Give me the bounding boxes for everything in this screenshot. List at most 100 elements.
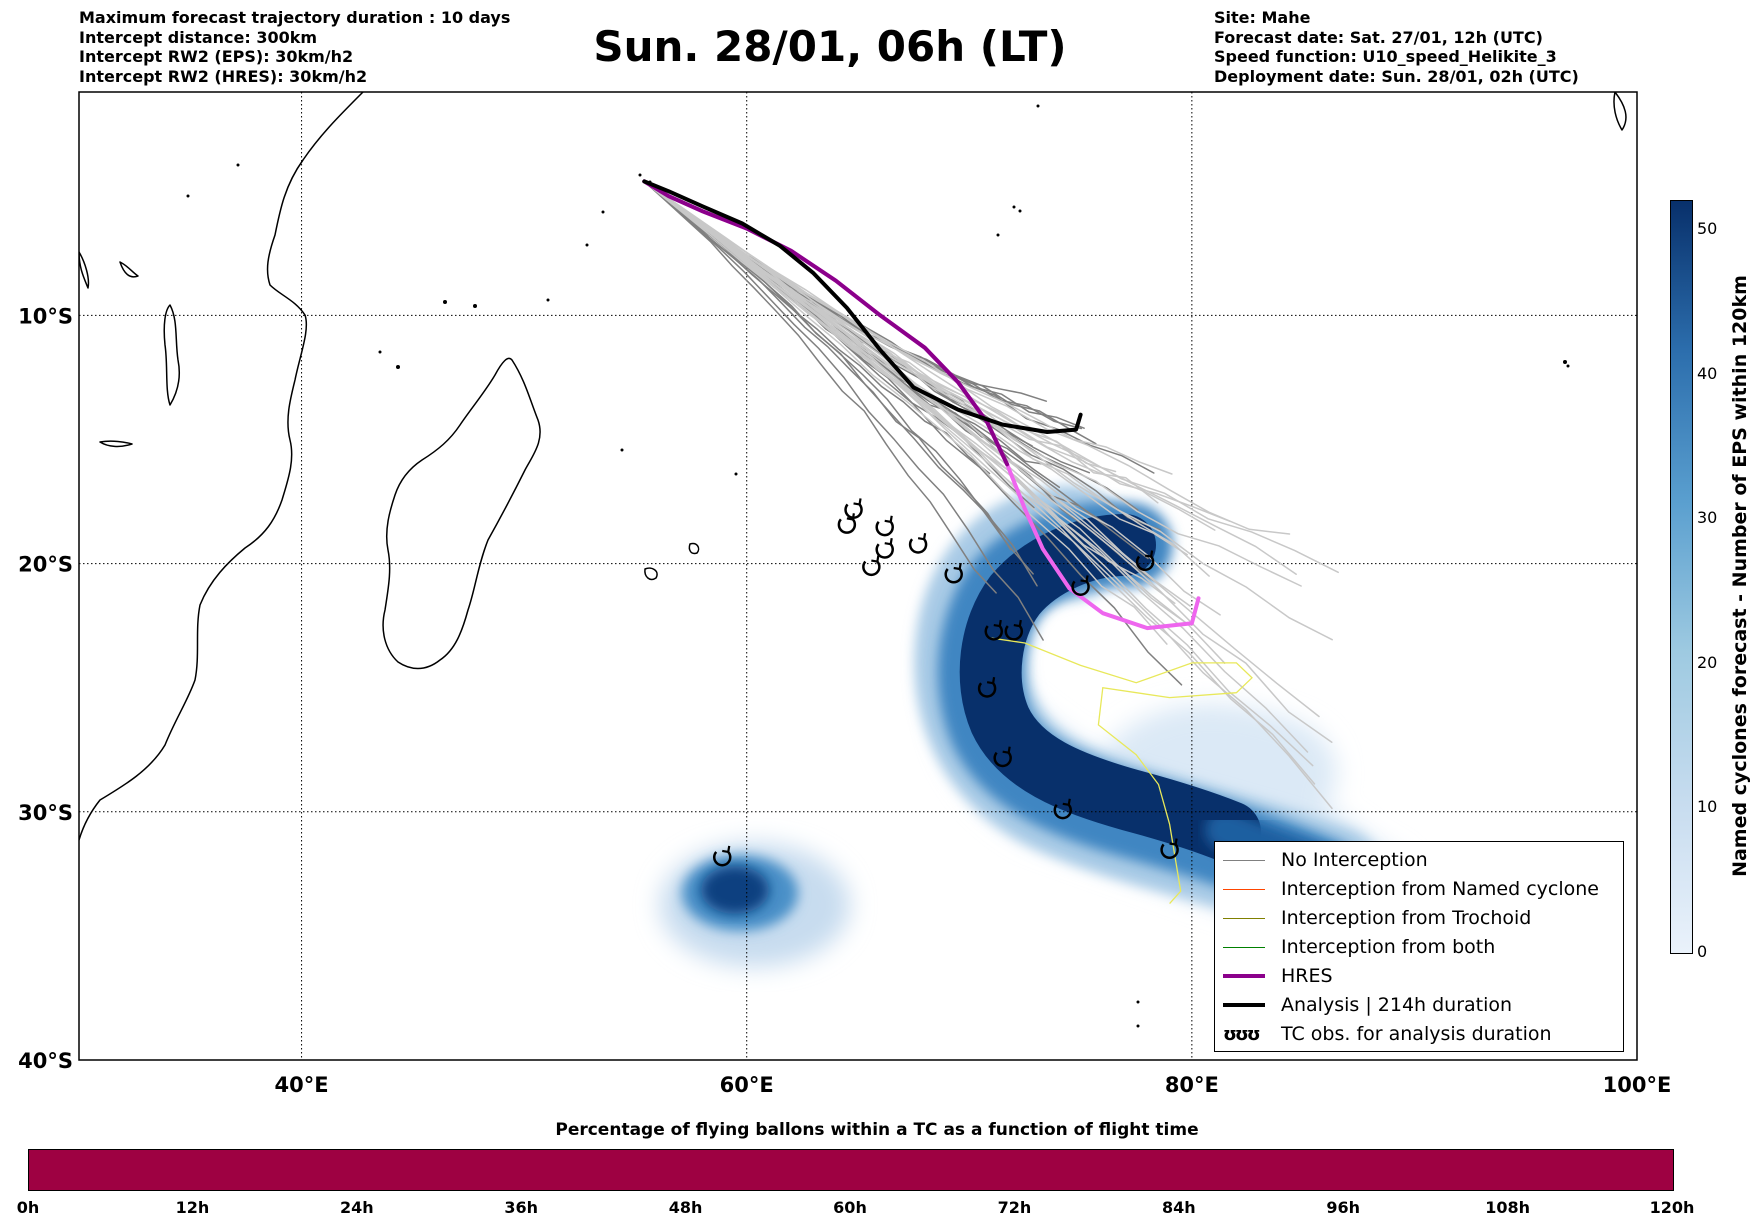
legend-label: HRES (1281, 965, 1333, 987)
legend-swatch (1223, 859, 1265, 861)
header-right-line: Speed function: U10_speed_Helikite_3 (1214, 47, 1557, 66)
legend-item: ʊʊʊ TC obs. for analysis duration (1223, 1020, 1552, 1048)
legend-item: Interception from Named cyclone (1223, 875, 1599, 903)
cyclone-symbol-icon (993, 746, 1012, 768)
cyclone-symbol-icon (713, 845, 732, 867)
lat-label: 10°S (18, 304, 73, 328)
legend-item: Interception from Trochoid (1223, 904, 1531, 932)
cyclone-symbol-icon (944, 562, 963, 584)
colorbar-horizontal-tick-label: 84h (1161, 1198, 1196, 1217)
colorbar-horizontal-title: Percentage of flying ballons within a TC… (555, 1120, 1199, 1140)
madagascar-coast (382, 357, 541, 670)
cyclone-symbol-icon (862, 555, 881, 577)
legend-label: Analysis | 214h duration (1281, 994, 1513, 1016)
cyclone-symbol-icon (844, 498, 863, 519)
coastlines (79, 92, 1627, 841)
colorbar-horizontal-tick-label: 36h (504, 1198, 539, 1217)
legend-swatch (1223, 917, 1265, 919)
legend-swatch (1223, 974, 1265, 978)
legend-item: HRES (1223, 962, 1333, 990)
ensemble-member-track (643, 180, 1168, 645)
legend-swatch (1223, 1003, 1265, 1007)
tc-observations (713, 498, 1179, 867)
header-right: Site: Mahe Forecast date: Sat. 27/01, 12… (1214, 8, 1579, 86)
ensemble-member-track (643, 180, 1186, 623)
lon-label: 40°E (275, 1073, 329, 1097)
legend-swatch (1223, 946, 1265, 948)
island-2 (688, 542, 700, 555)
africa-coast (79, 92, 364, 841)
legend-label: Interception from Trochoid (1281, 907, 1532, 929)
map-frame (78, 91, 1638, 1061)
cyclone-symbol-icon: ʊʊʊ (1223, 1023, 1261, 1045)
island-3 (163, 304, 181, 406)
header-left-line: Intercept RW2 (EPS): 30km/h2 (79, 47, 354, 66)
colorbar-vertical (1670, 200, 1693, 954)
ensemble-member-track (643, 180, 1314, 767)
legend: No Interception Interception from Named … (1214, 841, 1624, 1052)
legend-item: Interception from both (1223, 933, 1495, 961)
lon-label: 100°E (1603, 1073, 1672, 1097)
legend-label: Interception from Named cyclone (1281, 878, 1599, 900)
cyclone-symbol-icon (984, 619, 1003, 641)
legend-item: Analysis | 214h duration (1223, 991, 1512, 1019)
header-right-line: Site: Mahe (1214, 8, 1311, 27)
cyclone-symbol-icon (1053, 798, 1072, 820)
analysis-track (642, 179, 1083, 434)
ensemble-member-track (643, 180, 1044, 641)
cyclone-symbol-icon (908, 533, 928, 554)
lat-label: 20°S (18, 553, 73, 577)
ensemble-member-track (643, 180, 1339, 574)
lon-labels: 40°E 60°E 80°E 100°E (275, 1073, 1672, 1097)
header-left-line: Intercept RW2 (HRES): 30km/h2 (79, 66, 368, 86)
colorbar-horizontal-tick-label: 108h (1485, 1198, 1530, 1217)
colorbar-horizontal-tick-label: 0h (16, 1198, 40, 1217)
lat-label: 40°S (18, 1049, 73, 1073)
header-left: Maximum forecast trajectory duration : 1… (79, 8, 510, 86)
legend-label: No Interception (1281, 849, 1428, 871)
cyclone-symbol-icon (977, 676, 997, 698)
ensemble-member-track (643, 180, 997, 594)
ensemble-tracks (643, 180, 1339, 810)
island-7 (1613, 92, 1627, 131)
legend-label: Interception from both (1281, 936, 1496, 958)
lat-labels: 10°S 20°S 30°S 40°S (18, 304, 73, 1073)
lat-label: 30°S (18, 801, 73, 825)
colorbar-vertical-title: Named cyclones forecast - Number of EPS … (1729, 275, 1751, 877)
lon-label: 60°E (720, 1073, 774, 1097)
colorbar-vertical-tick-label: 0 (1697, 942, 1708, 961)
colorbar-vertical-tick-label: 40 (1697, 363, 1718, 383)
density-core (959, 514, 1261, 863)
island-5 (79, 251, 90, 289)
ensemble-member-track (643, 180, 1012, 551)
page-title: Sun. 28/01, 06h (LT) (593, 22, 1067, 71)
colorbar-horizontal (28, 1149, 1674, 1191)
island-1 (644, 567, 658, 581)
cyclone-symbol-icon (875, 537, 894, 559)
ensemble-member-track (643, 180, 1333, 810)
hres-track-early (642, 179, 1010, 467)
lon-label: 80°E (1165, 1073, 1219, 1097)
colorbar-horizontal-tick-label: 24h (339, 1198, 374, 1217)
trochoid-track (991, 637, 1253, 905)
cyclone-symbol-icon (1135, 550, 1155, 572)
header-left-line: Maximum forecast trajectory duration : 1… (79, 8, 511, 27)
header-right-line: Forecast date: Sat. 27/01, 12h (UTC) (1214, 27, 1543, 47)
density-south-core (701, 866, 769, 914)
ensemble-member-track (643, 180, 1333, 743)
colorbar-vertical-tick-label: 10 (1697, 797, 1718, 817)
colorbar-horizontal-tick-label: 12h (175, 1198, 210, 1217)
colorbar-vertical-tick-label: 50 (1697, 218, 1718, 238)
colorbar-horizontal-tick-label: 60h (833, 1198, 867, 1217)
legend-swatch (1223, 888, 1265, 890)
colorbar-vertical-tick-label: 20 (1697, 652, 1718, 672)
island-4 (119, 261, 139, 278)
cyclone-symbol-icon (1071, 575, 1090, 596)
colorbar-horizontal-tick-label: 72h (997, 1198, 1032, 1217)
header-left-line: Intercept distance: 300km (79, 27, 318, 47)
cyclone-symbol-icon (1160, 838, 1179, 860)
colorbar-horizontal-tick-label: 96h (1326, 1198, 1361, 1217)
colorbar-vertical-tick-label: 30 (1697, 508, 1718, 528)
island-6 (99, 440, 133, 448)
colorbar-horizontal-tick-label: 120h (1649, 1198, 1695, 1217)
